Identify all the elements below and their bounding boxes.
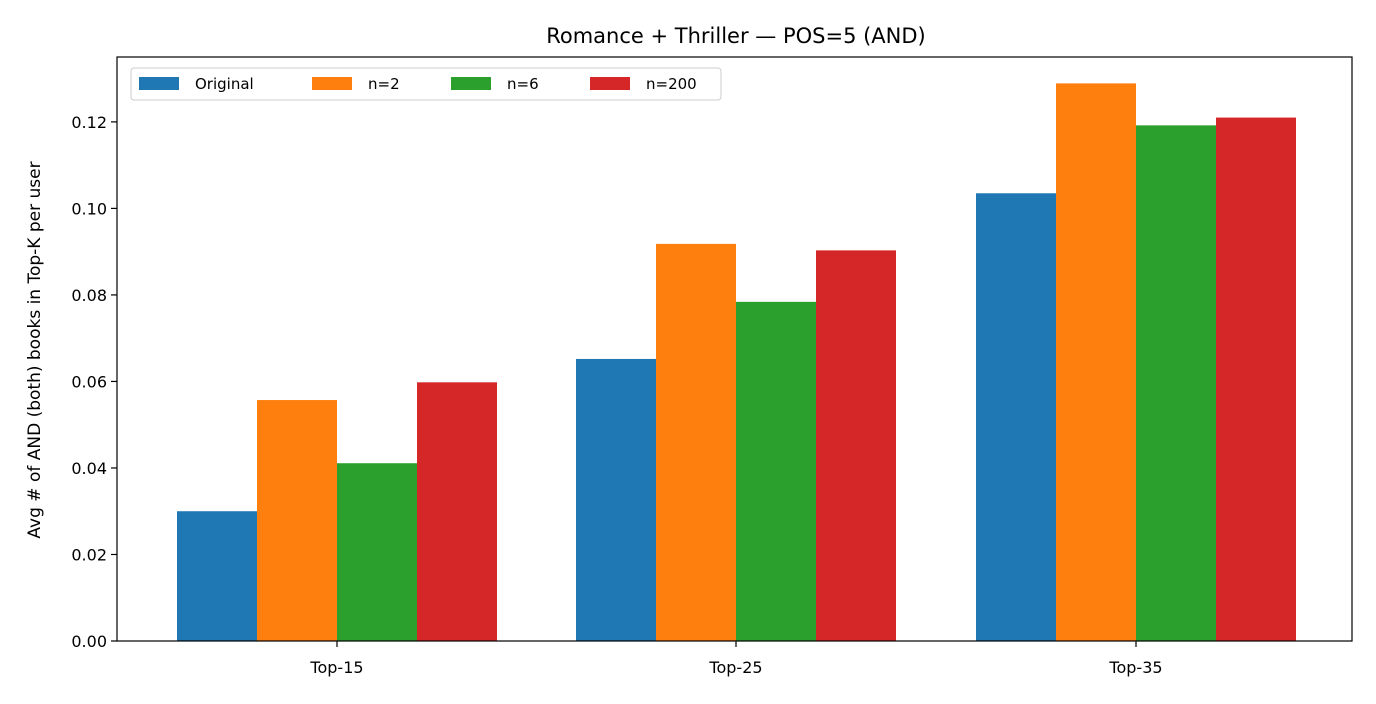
legend-swatch [451, 77, 491, 90]
y-tick-label: 0.08 [71, 286, 107, 305]
bars-group [177, 83, 1296, 642]
bar-n-2-top-15 [257, 400, 337, 641]
y-tick-label: 0.02 [71, 545, 107, 564]
x-axis: Top-15 Top-25 Top-35 [309, 641, 1163, 677]
legend-label: n=200 [646, 75, 697, 93]
bar-n-2-top-25 [656, 243, 736, 641]
bar-n-200-top-15 [417, 382, 497, 641]
bar-n-6-top-15 [337, 463, 417, 641]
x-tick-label: Top-25 [708, 658, 762, 677]
legend-frame [130, 67, 722, 101]
bar-n-6-top-25 [736, 301, 816, 641]
chart-title: Romance + Thriller — POS=5 (AND) [546, 24, 926, 48]
legend-label: n=6 [507, 75, 539, 93]
y-tick-label: 0.06 [71, 372, 107, 391]
legend-label: Original [195, 75, 254, 93]
y-tick-label: 0.12 [71, 113, 107, 132]
bar-n-2-top-35 [1056, 83, 1136, 642]
legend-label: n=2 [368, 75, 400, 93]
x-tick-label: Top-35 [1108, 658, 1162, 677]
plot-frame [116, 56, 1353, 642]
y-tick-label: 0.04 [71, 459, 107, 478]
legend-swatch [312, 77, 352, 90]
y-tick-label: 0.00 [71, 632, 107, 651]
bar-original-top-35 [976, 193, 1056, 641]
legend-swatch [590, 77, 630, 90]
bar-n-200-top-35 [1216, 117, 1296, 641]
x-tick-label: Top-15 [309, 658, 363, 677]
bar-original-top-25 [576, 358, 656, 641]
bar-original-top-15 [177, 511, 257, 641]
bar-n-6-top-35 [1136, 125, 1216, 642]
y-tick-label: 0.10 [71, 199, 107, 218]
y-axis-label: Avg # of AND (both) books in Top-K per u… [25, 161, 45, 538]
legend-swatch [139, 77, 179, 90]
bar-n-200-top-25 [816, 250, 896, 641]
y-axis: 0.00 0.02 0.04 0.06 0.08 0.10 0.12 [71, 113, 117, 651]
legend: Original n=2 n=6 n=200 [130, 67, 722, 101]
